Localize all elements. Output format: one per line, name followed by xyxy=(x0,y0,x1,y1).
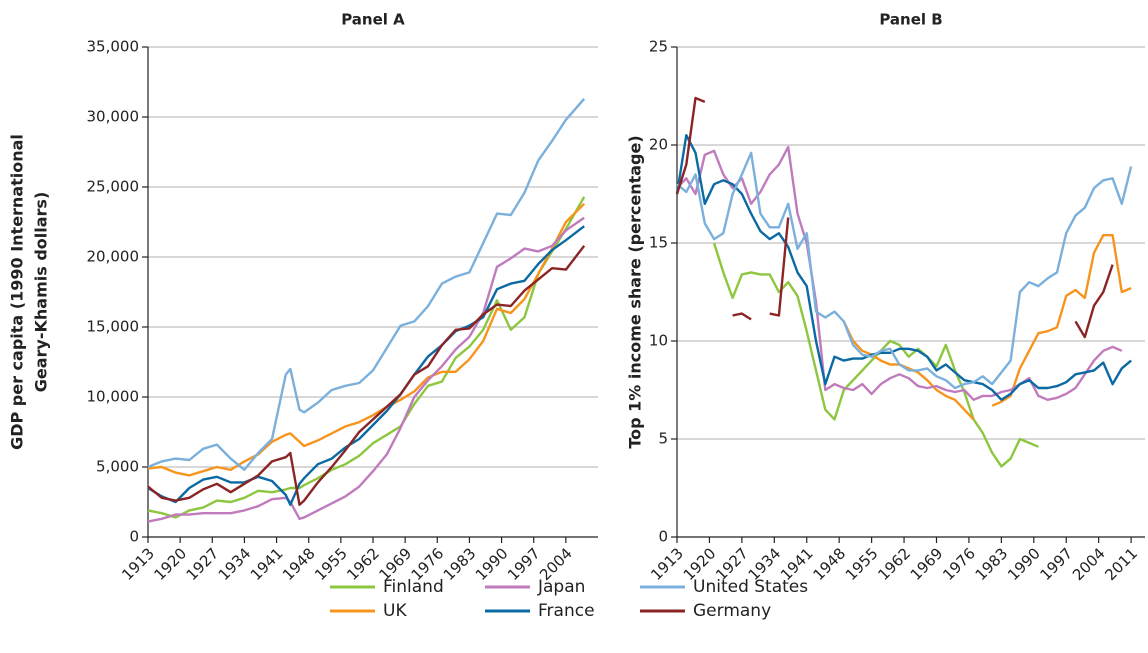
x-tick-label: 1934 xyxy=(215,544,255,584)
y-tick-label: 5,000 xyxy=(96,458,139,476)
y-tick-label: 25,000 xyxy=(87,178,140,196)
x-tick-label: 1983 xyxy=(440,544,480,584)
legend-label: Japan xyxy=(537,577,585,597)
x-tick-label: 1990 xyxy=(472,544,512,584)
y-tick-label: 20,000 xyxy=(87,248,140,266)
data-line xyxy=(712,242,1039,468)
y-tick-label: 35,000 xyxy=(87,38,140,56)
data-line xyxy=(147,245,586,506)
data-line xyxy=(147,98,586,471)
y-tick-label: 5 xyxy=(658,430,668,448)
x-tick-label: 1955 xyxy=(311,544,351,584)
legend-label: Finland xyxy=(383,577,444,597)
x-tick-label: 1969 xyxy=(907,544,947,584)
legend-label: Germany xyxy=(693,601,771,621)
x-tick-label: 1997 xyxy=(1037,544,1077,584)
x-tick-label: 1948 xyxy=(279,544,319,584)
x-tick-label: 1941 xyxy=(247,544,287,584)
x-tick-label: 1913 xyxy=(118,544,158,584)
y-tick-label: 10 xyxy=(649,332,668,350)
y-tick-label: 30,000 xyxy=(87,108,140,126)
y-tick-label: 0 xyxy=(129,528,139,546)
x-tick-label: 1962 xyxy=(874,544,914,584)
legend-label: United States xyxy=(693,577,808,597)
y-tick-label: 10,000 xyxy=(87,388,140,406)
data-line xyxy=(147,216,585,523)
y-tick-label: 25 xyxy=(649,38,668,56)
x-tick-label: 2004 xyxy=(1069,544,1109,584)
y-tick-label: 15 xyxy=(649,234,668,252)
x-tick-label: 1990 xyxy=(1004,544,1044,584)
y-tick-label: 20 xyxy=(649,136,668,154)
data-line xyxy=(147,225,585,506)
panel-title: Panel B xyxy=(879,11,942,29)
data-line xyxy=(675,134,1132,401)
x-tick-label: 1927 xyxy=(183,544,223,584)
x-tick-label: 1976 xyxy=(939,544,979,584)
data-line xyxy=(147,202,586,477)
y-axis-label: Top 1% income share (percentage) xyxy=(626,135,645,448)
x-tick-label: 1920 xyxy=(150,544,190,584)
x-tick-label: 1962 xyxy=(343,544,383,584)
legend: Finland UK Japan France United States Germany xyxy=(330,577,808,621)
legend-label: France xyxy=(538,601,595,621)
data-line xyxy=(842,234,1132,421)
y-axis-label: Geary-Khamis dollars) xyxy=(32,192,51,393)
y-tick-label: 15,000 xyxy=(87,318,140,336)
data-line xyxy=(147,196,586,519)
y-axis-label: GDP per capita (1990 International xyxy=(8,134,27,450)
x-tick-label: 1983 xyxy=(972,544,1012,584)
x-tick-label: 2011 xyxy=(1101,544,1141,584)
x-tick-label: 1948 xyxy=(809,544,849,584)
panel-title: Panel A xyxy=(341,11,405,29)
x-tick-label: 1955 xyxy=(842,544,882,584)
data-line xyxy=(675,96,1114,339)
legend-label: UK xyxy=(383,601,407,621)
x-tick-label: 1913 xyxy=(647,544,687,584)
data-line xyxy=(676,151,1133,390)
data-line xyxy=(676,145,1123,401)
y-tick-label: 0 xyxy=(658,528,668,546)
